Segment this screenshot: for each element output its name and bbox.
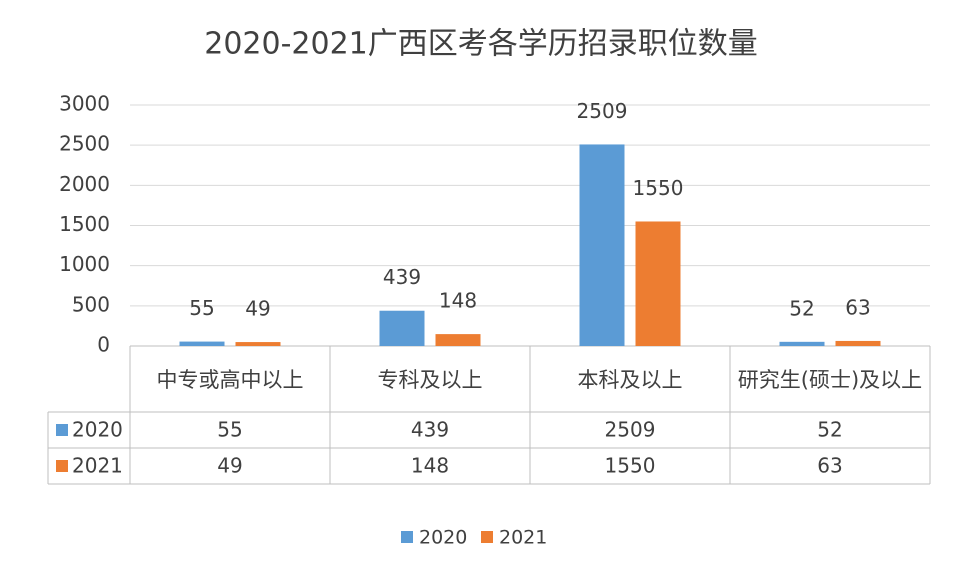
data-label: 55 bbox=[189, 296, 214, 320]
category-label: 专科及以上 bbox=[377, 368, 483, 392]
table-legend-key bbox=[56, 424, 68, 436]
bar bbox=[579, 144, 625, 346]
legend-label: 2020 bbox=[419, 527, 467, 549]
table-value: 63 bbox=[817, 454, 842, 478]
y-tick-label: 500 bbox=[72, 292, 110, 316]
y-tick-label: 2500 bbox=[59, 132, 110, 156]
category-label: 本科及以上 bbox=[577, 368, 683, 392]
y-tick-label: 3000 bbox=[59, 92, 110, 116]
y-tick-label: 2000 bbox=[59, 172, 110, 196]
data-label: 1550 bbox=[633, 176, 684, 200]
table-value: 52 bbox=[817, 418, 842, 442]
y-tick-label: 0 bbox=[97, 333, 110, 357]
category-label: 中专或高中以上 bbox=[156, 368, 304, 392]
bar bbox=[835, 340, 881, 346]
table-legend-key bbox=[56, 460, 68, 472]
y-tick-label: 1500 bbox=[59, 212, 110, 236]
data-label: 439 bbox=[383, 265, 421, 289]
chart-title: 2020-2021广西区考各学历招录职位数量 bbox=[204, 27, 758, 62]
y-tick-label: 1000 bbox=[59, 252, 110, 276]
category-label: 研究生(硕士)及以上 bbox=[737, 368, 923, 392]
bar bbox=[379, 310, 425, 346]
table-value: 148 bbox=[411, 454, 449, 478]
table-series-label: 2021 bbox=[72, 454, 123, 478]
table-series-label: 2020 bbox=[72, 418, 123, 442]
data-label: 63 bbox=[845, 295, 870, 319]
table-value: 439 bbox=[411, 418, 449, 442]
bar bbox=[235, 342, 281, 346]
data-label: 52 bbox=[789, 296, 814, 320]
table-value: 55 bbox=[217, 418, 242, 442]
table-value: 1550 bbox=[605, 454, 656, 478]
data-label: 2509 bbox=[577, 99, 628, 123]
data-label: 49 bbox=[245, 297, 270, 321]
table-value: 2509 bbox=[605, 418, 656, 442]
data-label: 148 bbox=[439, 289, 477, 313]
bar bbox=[779, 341, 825, 346]
bar bbox=[435, 334, 481, 346]
bar bbox=[635, 221, 681, 346]
legend-key bbox=[481, 531, 493, 543]
legend-label: 2021 bbox=[499, 527, 547, 549]
bar bbox=[179, 341, 225, 346]
table-value: 49 bbox=[217, 454, 242, 478]
legend-key bbox=[401, 531, 413, 543]
